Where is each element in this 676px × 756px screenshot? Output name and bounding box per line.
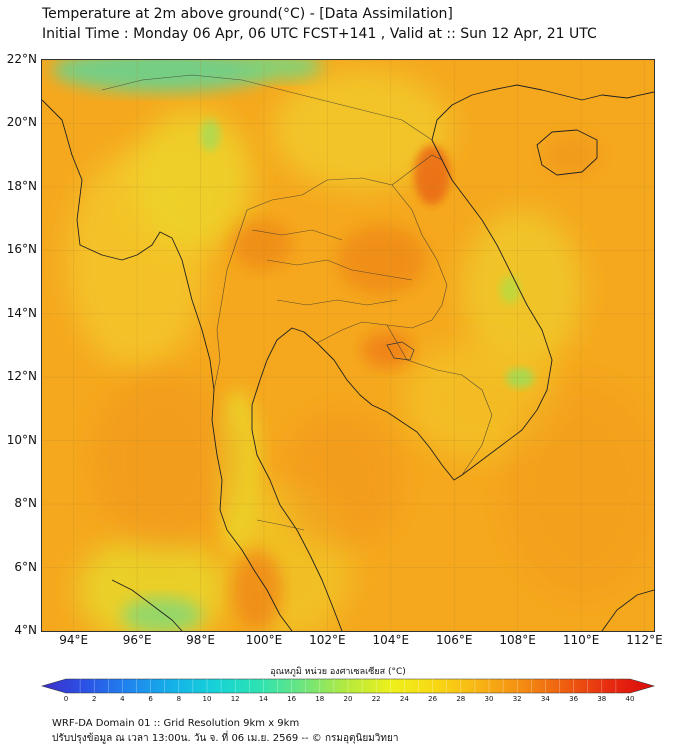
thai-provinces-2 bbox=[276, 299, 398, 306]
peninsula-west bbox=[226, 529, 293, 631]
malay-border bbox=[256, 519, 305, 531]
lat-label: 14°N bbox=[6, 305, 37, 320]
lon-label: 100°E bbox=[245, 633, 283, 647]
model-info: WRF-DA Domain 01 :: Grid Resolution 9km … bbox=[52, 718, 300, 729]
colorbar-title: อุณหภูมิ หน่วย องศาเซลเซียส (°C) bbox=[270, 667, 406, 677]
temperature-colorbar bbox=[40, 678, 656, 694]
lon-label: 96°E bbox=[122, 633, 152, 647]
china-coast bbox=[491, 84, 654, 101]
colorbar-tick-label: 24 bbox=[399, 695, 409, 703]
patch-vietnam-coast bbox=[462, 210, 582, 370]
colorbar-tick-label: 26 bbox=[428, 695, 438, 703]
colorbar-ticks: 0 2 4 6 8 10 12 14 16 18 20 22 24 26 28 30 32 34 36 38 40 bbox=[0, 695, 676, 707]
colorbar-tick-label: 20 bbox=[343, 695, 353, 703]
lat-label: 12°N bbox=[6, 369, 37, 384]
colorbar-tick-label: 30 bbox=[484, 695, 494, 703]
lat-label: 16°N bbox=[6, 242, 37, 257]
colorbar-tick-label: 12 bbox=[230, 695, 240, 703]
lon-label: 94°E bbox=[59, 633, 89, 647]
patch-green-ne bbox=[242, 60, 322, 80]
patch-green-myanmar bbox=[200, 119, 220, 151]
colorbar-divisions bbox=[79, 679, 617, 693]
lon-label: 98°E bbox=[186, 633, 215, 647]
laos-vietnam-border bbox=[391, 154, 443, 186]
patch-isaan-hot bbox=[337, 225, 427, 295]
field-patches bbox=[52, 60, 654, 631]
patch-myanmar-hills bbox=[132, 110, 252, 250]
colorbar-tick-label: 38 bbox=[597, 695, 607, 703]
patch-green-sumatra bbox=[122, 597, 202, 631]
patch-north-laos bbox=[272, 70, 452, 190]
colorbar-tick-label: 14 bbox=[258, 695, 268, 703]
patch-green-vietnam bbox=[506, 368, 534, 388]
map-title: Temperature at 2m above ground(°C) - [Da… bbox=[42, 6, 453, 22]
patch-hainan bbox=[542, 133, 602, 177]
vietnam-coast bbox=[431, 89, 553, 476]
colorbar-tick-label: 40 bbox=[625, 695, 635, 703]
colorbar-tick-label: 18 bbox=[315, 695, 325, 703]
lon-label: 108°E bbox=[499, 633, 536, 647]
lon-label: 104°E bbox=[372, 633, 410, 647]
patch-sumatra-hot bbox=[232, 550, 282, 630]
map-subtitle: Initial Time : Monday 06 Apr, 06 UTC FCS… bbox=[42, 26, 597, 42]
patch-andaman-sea bbox=[92, 370, 232, 550]
patch-vietnam-north-hot bbox=[414, 145, 450, 205]
lat-label: 4°N bbox=[14, 623, 37, 637]
patch-green-vietnam2 bbox=[500, 276, 520, 304]
myanmar-coast bbox=[42, 99, 228, 531]
lon-label: 110°E bbox=[562, 633, 600, 647]
colorbar-tick-label: 22 bbox=[371, 695, 381, 703]
lon-label: 102°E bbox=[309, 633, 346, 647]
patch-green-north bbox=[52, 60, 272, 92]
lat-label: 6°N bbox=[14, 559, 37, 574]
sumatra bbox=[111, 579, 183, 631]
colorbar-tick-label: 6 bbox=[148, 695, 153, 703]
colorbar-tick-label: 10 bbox=[202, 695, 212, 703]
lat-label: 22°N bbox=[6, 52, 37, 66]
update-info: ปรับปรุงข้อมูล ณ เวลา 13:00น. วัน จ. ที่… bbox=[52, 733, 399, 744]
myanmar-thai-border bbox=[213, 209, 248, 391]
colorbar-tick-label: 0 bbox=[63, 695, 69, 703]
temperature-map[interactable] bbox=[41, 59, 655, 632]
temperature-field bbox=[42, 60, 654, 631]
colorbar-tick-label: 34 bbox=[540, 695, 550, 703]
colorbar-tick-label: 28 bbox=[456, 695, 466, 703]
tonle-sap bbox=[386, 341, 415, 361]
coastlines bbox=[42, 84, 654, 631]
patch-south-china-sea bbox=[502, 380, 654, 600]
gulf-top bbox=[266, 327, 463, 481]
lon-label: 106°E bbox=[435, 633, 473, 647]
cambodia-border bbox=[386, 324, 493, 476]
lat-label: 20°N bbox=[6, 115, 37, 130]
colorbar-tick-label: 4 bbox=[120, 695, 125, 703]
china-border bbox=[101, 74, 433, 141]
borders bbox=[101, 74, 493, 531]
colorbar-tick-label: 2 bbox=[91, 695, 97, 703]
lat-label: 8°N bbox=[14, 496, 37, 511]
colorbar-tick-label: 36 bbox=[569, 695, 579, 703]
thai-laos-border bbox=[246, 177, 448, 344]
lat-label: 10°N bbox=[6, 432, 37, 447]
colorbar-tick-label: 8 bbox=[176, 695, 182, 703]
lon-label: 112°E bbox=[626, 633, 663, 647]
lat-label: 18°N bbox=[6, 178, 37, 193]
thai-provinces-1 bbox=[266, 259, 413, 281]
hainan bbox=[536, 129, 598, 176]
patch-gulf-thailand bbox=[282, 410, 402, 550]
colorbar-tick-label: 16 bbox=[287, 695, 297, 703]
patch-thai-central-hot bbox=[232, 220, 292, 270]
borneo bbox=[601, 589, 654, 631]
thai-provinces-3 bbox=[251, 229, 343, 241]
peninsula-east bbox=[251, 359, 343, 631]
patch-cambodia-hot bbox=[362, 332, 412, 368]
colorbar-tick-label: 32 bbox=[512, 695, 522, 703]
